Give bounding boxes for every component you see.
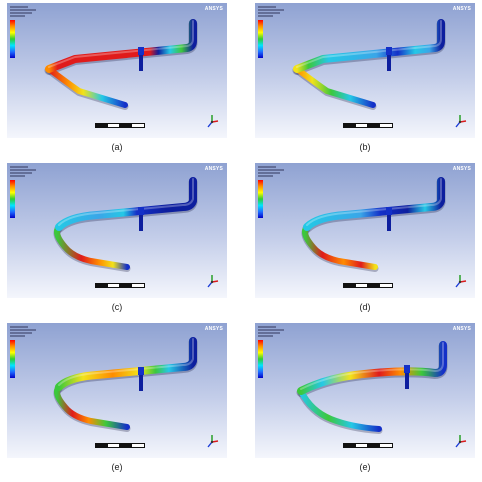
scale-bar	[343, 283, 393, 289]
ansys-logo: ANSYS	[452, 166, 471, 172]
scale-bar	[95, 283, 145, 289]
lower-pipe-branch	[294, 66, 376, 108]
support-strut	[387, 213, 391, 231]
panel-e: ANSYS (e)	[7, 323, 227, 472]
ansys-logo: ANSYS	[204, 326, 223, 332]
contour-legend	[10, 6, 40, 58]
contour-plot: ANSYS	[7, 163, 227, 298]
ansys-logo: ANSYS	[204, 6, 223, 12]
pipe-model	[296, 341, 448, 434]
contour-plot: ANSYS	[255, 163, 475, 298]
strut-collar	[138, 207, 144, 215]
contour-plot: ANSYS	[255, 3, 475, 138]
panel-caption: (e)	[111, 462, 123, 472]
contour-legend	[258, 326, 288, 378]
pipe-highlight	[296, 20, 442, 68]
pipe-model	[301, 177, 446, 272]
scale-bar	[343, 443, 393, 449]
main-pipe-run	[303, 177, 445, 231]
main-pipe-run	[297, 341, 447, 395]
main-pipe-run	[55, 337, 197, 391]
panel-a: ANSYS (a)	[7, 3, 227, 152]
color-scale-bar	[10, 20, 15, 58]
pipe-highlight	[58, 338, 194, 386]
support-strut	[405, 371, 409, 389]
color-scale-bar	[258, 20, 263, 58]
panel-f: ANSYS (e)	[255, 323, 475, 472]
support-strut	[139, 373, 143, 391]
contour-plot: ANSYS	[255, 323, 475, 458]
contour-legend	[258, 166, 288, 218]
support-strut	[139, 213, 143, 231]
contour-legend	[10, 326, 40, 378]
panel-c: ANSYS (c)	[7, 163, 227, 312]
axis-triad-icon	[453, 113, 467, 129]
color-scale-bar	[10, 340, 15, 378]
scale-bar	[343, 123, 393, 129]
scale-bar-segment	[379, 283, 393, 288]
ansys-logo: ANSYS	[452, 326, 471, 332]
scale-bar	[95, 443, 145, 449]
strut-collar	[386, 207, 392, 215]
color-scale-bar	[10, 180, 15, 218]
panel-b: ANSYS (b)	[255, 3, 475, 152]
main-pipe-run	[293, 19, 445, 73]
lower-pipe-branch	[46, 66, 128, 108]
scale-bar-segment	[379, 443, 393, 448]
lower-pipe-branch	[54, 384, 130, 430]
strut-collar	[138, 367, 144, 375]
pipe-model	[53, 177, 198, 272]
support-strut	[387, 53, 391, 71]
scale-bar-segment	[131, 123, 145, 128]
strut-collar	[138, 47, 144, 55]
axis-triad-icon	[453, 273, 467, 289]
contour-legend	[258, 6, 288, 58]
lower-pipe-branch	[54, 224, 130, 270]
lower-pipe-branch	[298, 388, 382, 432]
axis-triad-icon	[453, 433, 467, 449]
axis-triad-icon	[205, 273, 219, 289]
axis-triad-icon	[205, 113, 219, 129]
panel-caption: (d)	[359, 302, 371, 312]
pipe-highlight	[58, 178, 194, 226]
scale-bar-segment	[379, 123, 393, 128]
main-pipe-run	[45, 19, 197, 73]
lower-pipe-branch	[302, 224, 378, 270]
contour-legend	[10, 166, 40, 218]
pipe-highlight	[306, 178, 442, 226]
strut-collar	[386, 47, 392, 55]
axis-triad-icon	[205, 433, 219, 449]
contour-plot: ANSYS	[7, 323, 227, 458]
panel-d: ANSYS (d)	[255, 163, 475, 312]
ansys-logo: ANSYS	[452, 6, 471, 12]
scale-bar-segment	[131, 443, 145, 448]
main-pipe-run	[55, 177, 197, 231]
panel-caption: (c)	[111, 302, 123, 312]
pipe-model	[44, 19, 198, 110]
color-scale-bar	[258, 340, 263, 378]
panel-caption: (e)	[359, 462, 371, 472]
scale-bar	[95, 123, 145, 129]
pipe-highlight	[48, 20, 194, 68]
strut-collar	[404, 365, 410, 373]
panel-caption: (b)	[359, 142, 371, 152]
panel-caption: (a)	[111, 142, 123, 152]
color-scale-bar	[258, 180, 263, 218]
support-strut	[139, 53, 143, 71]
pipe-model	[53, 337, 198, 432]
contour-plot: ANSYS	[7, 3, 227, 138]
scale-bar-segment	[131, 283, 145, 288]
ansys-logo: ANSYS	[204, 166, 223, 172]
pipe-model	[292, 19, 446, 110]
